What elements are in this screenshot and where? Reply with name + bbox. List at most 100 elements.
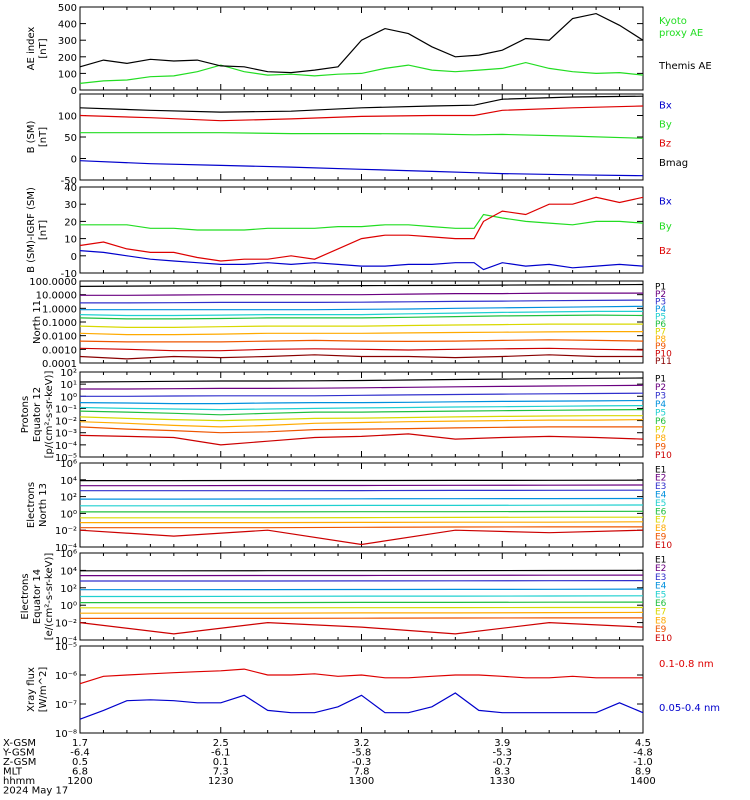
y-tick-label: 100: [58, 112, 77, 123]
legend-entry: 0.1-0.8 nm: [659, 659, 714, 670]
series-line-p4: [79, 399, 644, 405]
x-axis-tick-label: 7.3: [213, 767, 229, 778]
series-line-e6: [80, 510, 644, 513]
y-tick-label: 10⁶: [60, 549, 77, 560]
y-axis-label: [e/(cm²-s-sr-keV)]: [44, 553, 55, 641]
legend-entry: P2: [655, 290, 666, 300]
legend-entry: E7: [655, 608, 666, 618]
x-axis-row-label: hhmm: [3, 776, 35, 787]
y-axis-label: North 13: [38, 483, 49, 527]
y-tick-label: 1.0000: [42, 304, 77, 315]
y-axis-label: Equator 14: [32, 569, 43, 624]
legend-entry: E5: [655, 499, 666, 509]
y-tick-label: 0.0001: [42, 359, 77, 370]
y-tick-label: 40: [64, 183, 77, 194]
series-line-e9: [80, 617, 643, 620]
x-axis-row-label: X-GSM: [3, 738, 36, 749]
legend-entry: By: [659, 120, 672, 131]
y-tick-label: 200: [58, 53, 77, 64]
series-line-e10: [79, 529, 644, 546]
y-tick-label: 10⁻⁶: [55, 671, 77, 682]
legend-entry: E2: [655, 474, 666, 484]
y-tick-label: 10⁻⁵: [55, 642, 77, 653]
y-tick-label: 50: [64, 133, 77, 144]
series-line-p4: [80, 305, 644, 311]
legend-entry: P9: [655, 342, 666, 352]
series-line-e5: [80, 504, 644, 507]
series-line-p6: [79, 409, 644, 416]
series-line-e7: [80, 516, 643, 519]
x-axis-tick-label: -4.8: [633, 748, 653, 759]
legend-entry: P2: [655, 383, 666, 393]
y-axis-label: [W/m^2]: [38, 667, 49, 713]
legend-entry: P10: [655, 350, 672, 360]
series-line-p1: [79, 377, 644, 383]
legend-entry: E3: [655, 482, 666, 492]
y-tick-label: 0: [71, 86, 77, 97]
y-axis-label: Xray flux: [26, 667, 37, 712]
x-axis-row-label: Z-GSM: [3, 757, 36, 768]
y-axis-label: Electrons: [20, 573, 31, 619]
x-axis-tick-label: -0.3: [352, 757, 372, 768]
series-line-p2: [80, 384, 644, 390]
legend-entry: E6: [655, 507, 667, 517]
y-tick-label: 10⁻²: [55, 526, 77, 537]
y-tick-label: 0: [71, 155, 77, 166]
y-axis-label: North 11: [32, 300, 43, 344]
legend-entry: Bmag: [659, 158, 688, 169]
y-tick-label: 10⁻²: [55, 417, 77, 428]
y-tick-label: 10⁴: [60, 476, 77, 487]
x-axis-tick-label: 1230: [208, 776, 233, 787]
y-tick-label: 10²: [60, 584, 77, 595]
panel-xray: 10⁻⁸ 10⁻⁷ 10⁻⁶ 10⁻⁵ Xray flux [W/m^2] 0.1-0.8 …: [26, 642, 720, 740]
legend-entry: P5: [655, 312, 666, 322]
legend-entry: E9: [655, 533, 667, 543]
y-tick-label: 10⁰: [60, 392, 77, 403]
series-line-p10: [79, 347, 644, 352]
series-line-p10: [79, 433, 644, 446]
y-tick-label: -50: [61, 176, 77, 187]
x-axis-tick-label: 1330: [490, 776, 515, 787]
y-axis-label: B (SM)-IGRF (SM): [26, 187, 37, 273]
panel-frame: [79, 6, 644, 91]
y-axis-label: [nT]: [38, 38, 49, 58]
y-tick-label: 10: [64, 235, 77, 246]
y-tick-label: -10: [61, 269, 77, 280]
legend-entry: Bx: [659, 197, 672, 208]
y-tick-label: 10⁻⁷: [55, 700, 77, 711]
y-axis-label: Protons: [20, 396, 31, 433]
legend-entry: E6: [655, 599, 667, 609]
x-axis-row-label: MLT: [3, 767, 23, 778]
legend-entry: P11: [655, 357, 672, 367]
y-tick-label: 0.0100: [42, 332, 77, 343]
y-axis-label: Electrons: [26, 482, 37, 528]
y-tick-label: 10⁻⁵: [55, 453, 77, 464]
series-line-0-05-0-4-nm: [79, 692, 644, 720]
y-tick-label: 10⁻⁴: [55, 636, 77, 647]
y-axis-label: Equator 12: [32, 387, 43, 442]
series-line-themis-ae: [79, 12, 644, 74]
legend-entry: E8: [655, 616, 667, 626]
series-line-p5: [79, 310, 643, 317]
x-axis-tick-label: 1200: [67, 776, 92, 787]
legend-entry: P6: [655, 320, 666, 330]
date-label: 2024 May 17: [3, 786, 68, 797]
series-line-p3: [80, 392, 644, 397]
y-tick-label: 10²: [60, 368, 77, 379]
panel-frame: [79, 645, 644, 734]
legend-entry: E10: [655, 541, 672, 551]
x-axis-tick-label: 7.8: [354, 767, 370, 778]
x-axis-tick-label: 8.3: [494, 767, 510, 778]
legend-entry: P8: [655, 434, 666, 444]
y-axis-label: B (SM): [26, 120, 37, 153]
legend-entry: E7: [655, 516, 666, 526]
y-tick-label: 10⁻⁴: [55, 441, 77, 452]
legend-entry: P9: [655, 442, 666, 452]
panel-electrons-equator: 10⁻⁴ 10⁻² 10⁰ 10² 10⁴ 10⁶ Electrons Equator 14[…: [20, 549, 672, 647]
x-axis-tick-label: 1.7: [72, 738, 88, 749]
legend-entry: P4: [655, 400, 666, 410]
